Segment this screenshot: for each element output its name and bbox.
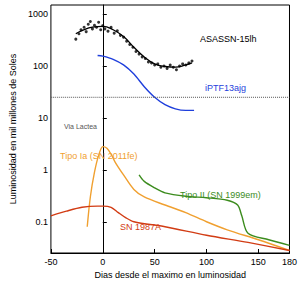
svg-text:1000: 1000 — [28, 9, 48, 19]
svg-text:100: 100 — [33, 61, 48, 71]
svg-text:ASASSN-15lh: ASASSN-15lh — [200, 34, 257, 44]
svg-text:180: 180 — [282, 257, 297, 267]
svg-text:10: 10 — [38, 113, 48, 123]
svg-text:SN 1987A: SN 1987A — [120, 222, 161, 232]
svg-text:Tipo Ia (SN 2011fe): Tipo Ia (SN 2011fe) — [60, 151, 138, 161]
svg-text:150: 150 — [251, 257, 266, 267]
svg-text:0.1: 0.1 — [35, 217, 48, 227]
svg-text:Luminosidad en mil millones de: Luminosidad en mil millones de Soles — [8, 53, 18, 204]
svg-text:100: 100 — [199, 257, 214, 267]
svg-text:Via Lactea: Via Lactea — [64, 123, 97, 130]
svg-text:Tipo II (SN 1999em): Tipo II (SN 1999em) — [180, 190, 261, 200]
svg-text:1: 1 — [43, 165, 48, 175]
svg-text:-50: -50 — [44, 257, 57, 267]
svg-text:0: 0 — [100, 257, 105, 267]
svg-text:iPTF13ajg: iPTF13ajg — [205, 83, 246, 93]
svg-text:50: 50 — [150, 257, 160, 267]
svg-text:Dias desde el maximo en lumino: Dias desde el maximo en luminosidad — [94, 270, 246, 280]
